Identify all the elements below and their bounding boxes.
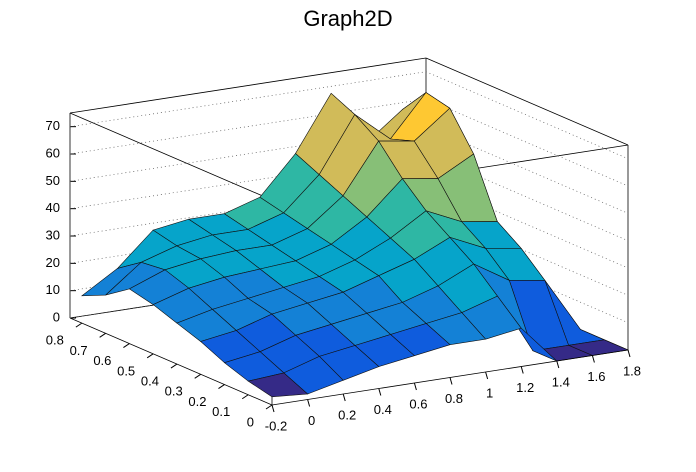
y-tick-label: 0.4 [141,373,159,388]
y-tick-label: 0.2 [188,394,206,409]
x-tick-label: 1 [486,385,493,400]
x-tick-label: 0.2 [338,407,356,422]
x-tick-label: 1.4 [552,374,570,389]
y-tick-label: 0.3 [165,384,183,399]
y-tick-label: 0.5 [117,363,135,378]
box-edge [425,57,629,146]
x-tick [378,388,382,396]
x-tick [342,393,346,402]
y-tick [75,322,83,328]
x-tick-label: 1.2 [516,380,534,395]
y-tick-label: 0 [247,414,254,429]
z-tick-label: 70 [46,118,60,133]
x-tick-label: 0 [308,413,315,428]
x-tick-label: 0.4 [374,402,392,417]
z-tick-label: 20 [46,255,60,270]
x-tick [271,404,275,413]
y-tick-label: 0.1 [212,404,230,419]
y-tick [99,332,106,338]
z-tick-label: 40 [46,200,60,215]
x-tick-label: 1.6 [587,369,605,384]
x-tick [307,399,311,407]
y-tick [265,404,273,410]
y-tick [194,373,201,379]
z-tick-label: 30 [46,227,60,242]
z-tick-label: 50 [46,173,60,188]
x-tick [520,366,524,374]
x-tick-label: 0.6 [409,396,427,411]
y-tick-label: 0.7 [70,343,88,358]
y-tick [170,363,178,369]
y-tick-label: 0.8 [46,333,64,348]
y-tick [146,353,154,359]
box-edge [69,112,273,201]
x-tick-label: -0.2 [265,418,287,433]
z-tick-label: 60 [46,145,60,160]
z-tick-label: 0 [53,309,60,324]
x-tick [556,360,560,369]
chart-title: Graph2D [303,6,392,31]
box-edge [69,317,273,406]
y-tick [241,394,249,400]
y-tick [218,384,225,389]
x-tick [449,377,453,385]
x-tick [413,382,417,391]
x-tick [591,355,595,363]
x-tick [627,349,631,358]
surface-cell [247,372,309,398]
box-edge [69,57,427,114]
x-tick [485,371,489,380]
z-tick-label: 10 [46,282,60,297]
y-tick [123,343,130,349]
x-tick-label: 1.8 [623,363,641,378]
x-tick-label: 0.8 [445,391,463,406]
y-tick-label: 0.6 [93,353,111,368]
grid-line [69,71,629,160]
